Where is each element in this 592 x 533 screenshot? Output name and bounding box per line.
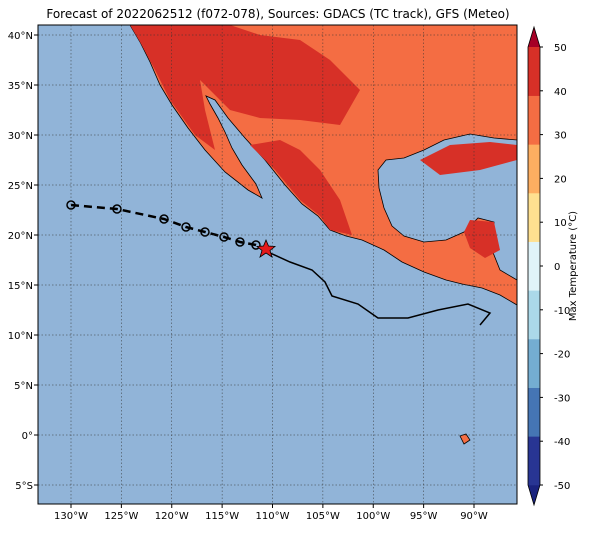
map-frame [37,24,518,505]
map [34,24,518,508]
track-point [251,240,261,250]
track-point [112,204,122,214]
colorbar-extend [528,27,540,47]
title: Forecast of 2022062512 (f072-078), Sourc… [46,7,509,21]
colorbar-tick-label: -50 [554,481,570,492]
x-tick-label: 100°W [356,511,390,522]
x-tick-label: 130°W [54,511,88,522]
hot-region [464,220,500,258]
hot-region [250,140,352,235]
colorbar-tick-label: 0 [554,262,560,273]
track-point [181,222,191,232]
track [70,203,267,251]
y-tick-label: 5°N [14,381,33,392]
track-point [235,237,245,247]
colorbar-band [528,339,540,388]
y-tick-label: 20°N [8,231,33,242]
y-tick-label: 15°N [8,281,33,292]
storm-position [255,238,277,258]
colorbar-tick-label: 30 [554,131,567,142]
y-tick-label: 35°N [8,81,33,92]
colorbar-band [528,241,540,291]
x-tick-label: 105°W [306,511,340,522]
colorbar-tick-label: 10 [554,218,567,229]
x-tick-label: 90°W [460,511,488,522]
y-tick-label: 40°N [8,31,33,42]
y-tick-label: 10°N [8,331,33,342]
colorbar-tick-label: 20 [554,174,567,185]
track-line [267,251,492,326]
colorbar-extend [528,485,540,505]
colorbar-tick-label: -20 [554,350,570,361]
track-point [200,227,210,237]
colorbar-label: Max Temperature (°C) [568,211,579,321]
track-points [66,200,261,250]
y-tick-label: 0° [22,431,33,442]
colorbar-band [528,193,540,242]
colorbar-tick-label: -30 [554,393,570,404]
y-tick-label: 25°N [8,181,33,192]
x-tick-label: 120°W [155,511,189,522]
x-tick-label: 110°W [256,511,290,522]
colorbar-band [528,290,540,340]
hot-region [130,25,360,150]
grid [34,25,517,508]
colorbar-band [528,436,540,486]
colorbar-tick-label: 50 [554,43,567,54]
x-tick-label: 125°W [104,511,138,522]
y-tick-label: 5°S [15,481,33,492]
colorbar [527,25,543,507]
colorbar-band [528,387,540,437]
colorbar-tick-label: -40 [554,437,570,448]
x-tick-label: 95°W [410,511,438,522]
track-point [219,232,229,242]
colorbar-band [528,144,540,194]
y-tick-label: 30°N [8,131,33,142]
colorbar-tick-label: 40 [554,87,567,98]
hot-region [420,142,517,175]
colorbar-band [528,47,540,96]
colorbar-band [528,95,540,145]
x-tick-label: 115°W [205,511,239,522]
land [459,433,471,445]
track-point [159,214,169,224]
colorbar-tick-label: -10 [554,306,570,317]
